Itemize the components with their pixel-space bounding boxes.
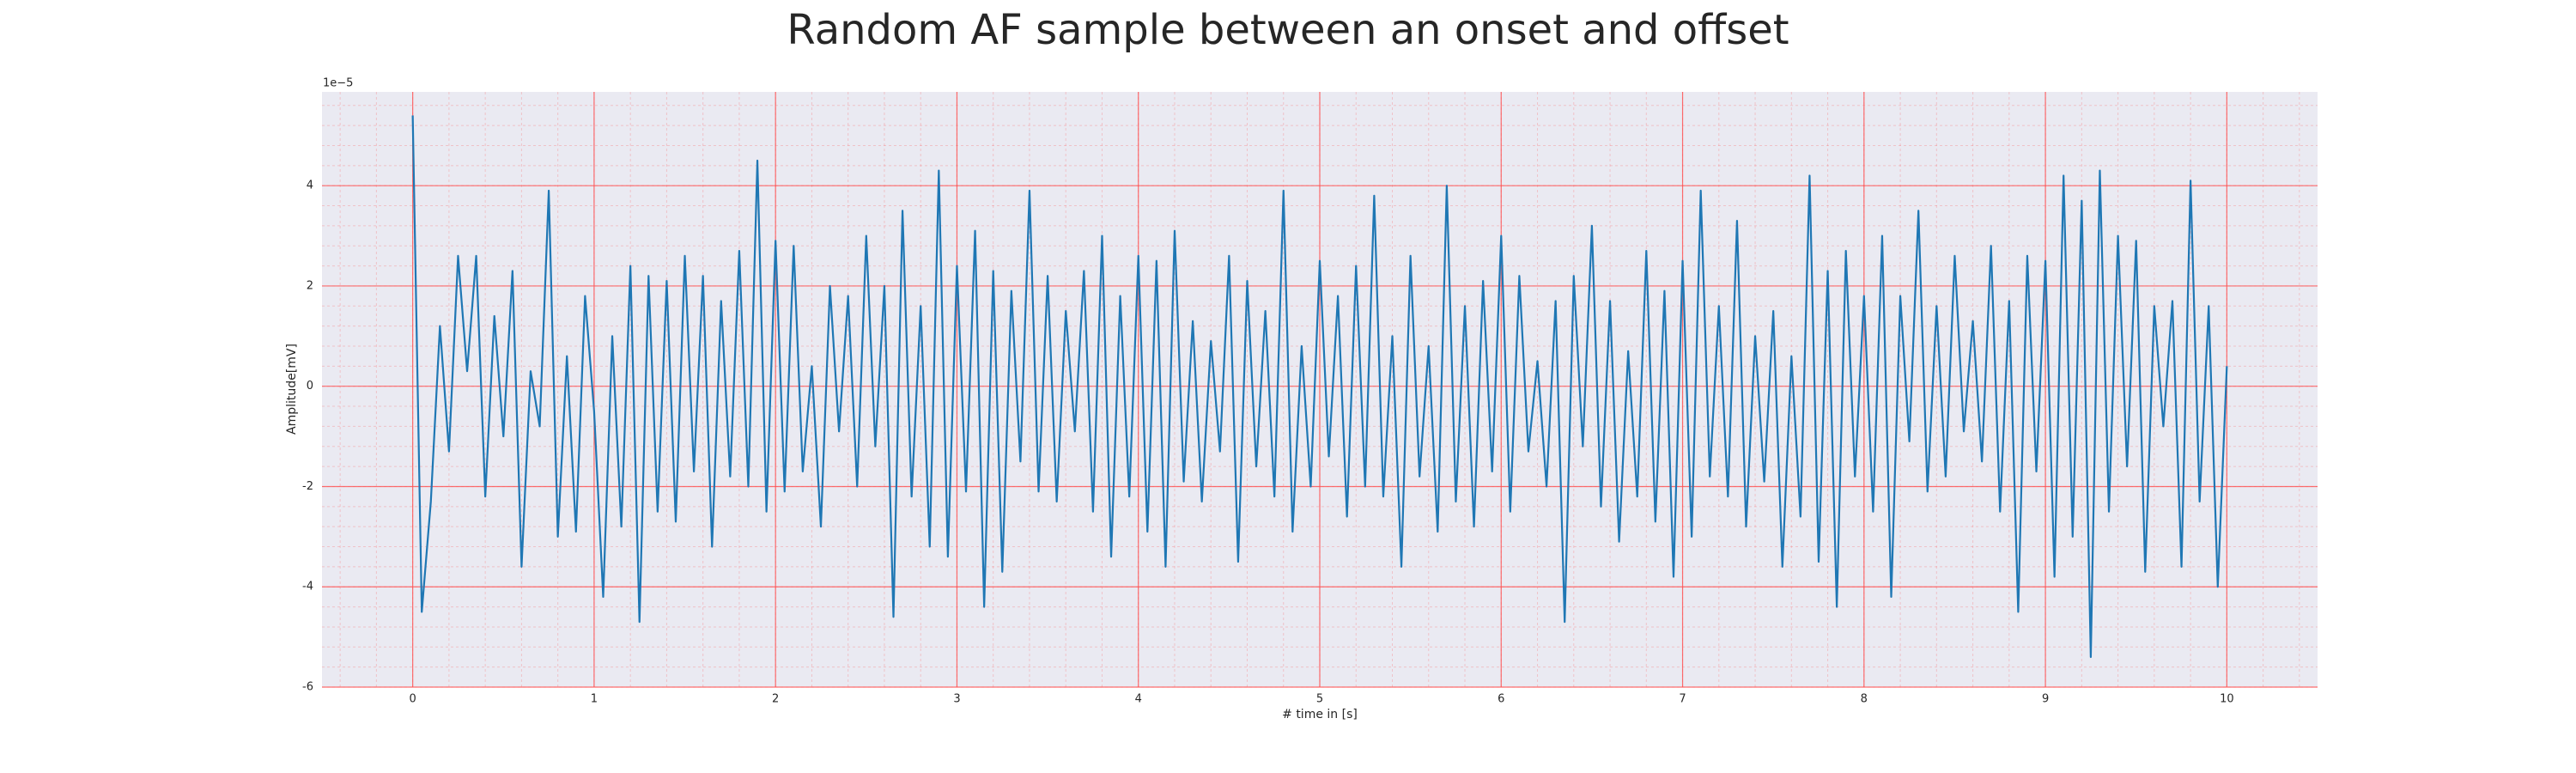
x-tick-label: 7 <box>1679 693 1686 706</box>
x-tick-label: 6 <box>1498 693 1504 706</box>
y-tick-label: 0 <box>307 380 313 393</box>
x-tick-label: 4 <box>1135 693 1142 706</box>
data-line <box>411 115 2228 659</box>
y-tick-label: -6 <box>302 681 313 694</box>
x-tick-label: 0 <box>409 693 416 706</box>
x-axis-label: # time in [s] <box>1282 708 1358 721</box>
x-tick-label: 5 <box>1316 693 1323 706</box>
x-tick-label: 8 <box>1861 693 1868 706</box>
x-tick-label: 9 <box>2042 693 2049 706</box>
x-tick-label: 1 <box>591 693 598 706</box>
x-tick-label: 10 <box>2220 693 2234 706</box>
y-tick-label: 4 <box>307 180 313 192</box>
y-tick-label: -4 <box>302 581 313 593</box>
y-tick-label: 2 <box>307 279 313 292</box>
chart-title: Random AF sample between an onset and of… <box>787 6 1789 54</box>
x-tick-label: 3 <box>953 693 960 706</box>
y-offset-label: 1e−5 <box>323 77 353 90</box>
y-axis-label: Amplitude[mV] <box>285 344 299 435</box>
x-tick-label: 2 <box>772 693 779 706</box>
y-tick-label: -2 <box>302 480 313 493</box>
